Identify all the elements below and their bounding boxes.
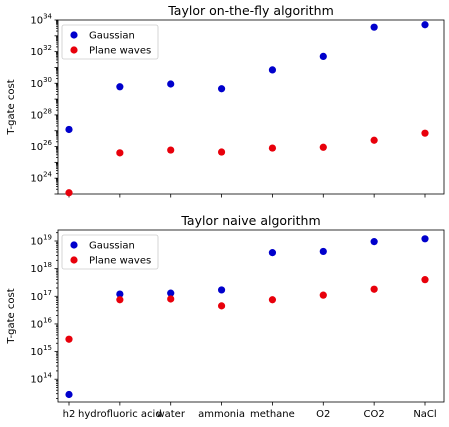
- top-panel-taylor-on-the-fly: Taylor on-the-fly algorithm T-gate cost 10…: [6, 3, 444, 198]
- point-plane-waves: [218, 148, 225, 155]
- x-tick-label: methane: [250, 409, 295, 420]
- y-tick-label: 1017: [30, 289, 52, 303]
- y-tick-label: 1034: [30, 13, 52, 27]
- point-plane-waves: [116, 296, 123, 303]
- point-gaussian: [65, 391, 72, 398]
- point-plane-waves: [65, 336, 72, 343]
- point-gaussian: [167, 80, 174, 87]
- chart-title: Taylor naive algorithm: [180, 213, 320, 228]
- x-tick-label: CO2: [364, 409, 385, 420]
- chart-title: Taylor on-the-fly algorithm: [167, 3, 334, 18]
- point-plane-waves: [269, 144, 276, 151]
- point-plane-waves: [167, 295, 174, 302]
- legend-marker: [70, 241, 77, 248]
- point-plane-waves: [371, 286, 378, 293]
- x-tick-label: ammonia: [198, 409, 245, 420]
- x-tick-label: hydrofluoric acid: [78, 409, 162, 420]
- legend-label: Gaussian: [89, 241, 135, 252]
- point-gaussian: [371, 24, 378, 31]
- y-tick-label: 1019: [30, 234, 52, 248]
- x-tick-label: h2: [63, 409, 76, 420]
- point-plane-waves: [167, 146, 174, 153]
- point-gaussian: [421, 21, 428, 28]
- y-axis-label: T-gate cost: [6, 288, 17, 344]
- x-tick-label: NaCl: [413, 409, 436, 420]
- y-tick-label: 1028: [30, 107, 52, 121]
- legend-label: Gaussian: [89, 31, 135, 42]
- y-tick-label: 1015: [30, 344, 52, 358]
- point-plane-waves: [371, 137, 378, 144]
- y-tick-label: 1024: [30, 171, 52, 185]
- point-gaussian: [218, 286, 225, 293]
- point-gaussian: [269, 249, 276, 256]
- point-gaussian: [116, 83, 123, 90]
- point-gaussian: [421, 235, 428, 242]
- point-gaussian: [320, 248, 327, 255]
- x-tick-label: water: [156, 409, 185, 420]
- bottom-panel-taylor-naive: Taylor naive algorithm T-gate cost 1014 101…: [6, 213, 444, 420]
- point-gaussian: [371, 238, 378, 245]
- y-tick-label: 1032: [30, 44, 52, 58]
- point-plane-waves: [116, 149, 123, 156]
- y-tick-label: 1026: [30, 139, 52, 153]
- legend-label: Plane waves: [89, 256, 151, 267]
- point-plane-waves: [320, 292, 327, 299]
- y-tick-label: 1030: [30, 76, 52, 90]
- legend-marker: [70, 256, 77, 263]
- x-tick-label: O2: [316, 409, 330, 420]
- y-tick-label: 1016: [30, 316, 52, 330]
- point-gaussian: [269, 66, 276, 73]
- point-plane-waves: [65, 189, 72, 196]
- point-plane-waves: [320, 144, 327, 151]
- legend-marker: [70, 31, 77, 38]
- legend-label: Plane waves: [89, 46, 151, 57]
- point-gaussian: [65, 126, 72, 133]
- legend-marker: [70, 46, 77, 53]
- y-tick-label: 1018: [30, 261, 52, 275]
- y-axis-label: T-gate cost: [6, 79, 17, 135]
- point-plane-waves: [421, 130, 428, 137]
- y-tick-label: 1014: [30, 372, 52, 386]
- point-plane-waves: [269, 296, 276, 303]
- point-plane-waves: [421, 276, 428, 283]
- point-gaussian: [320, 53, 327, 60]
- point-plane-waves: [218, 302, 225, 309]
- point-gaussian: [218, 85, 225, 92]
